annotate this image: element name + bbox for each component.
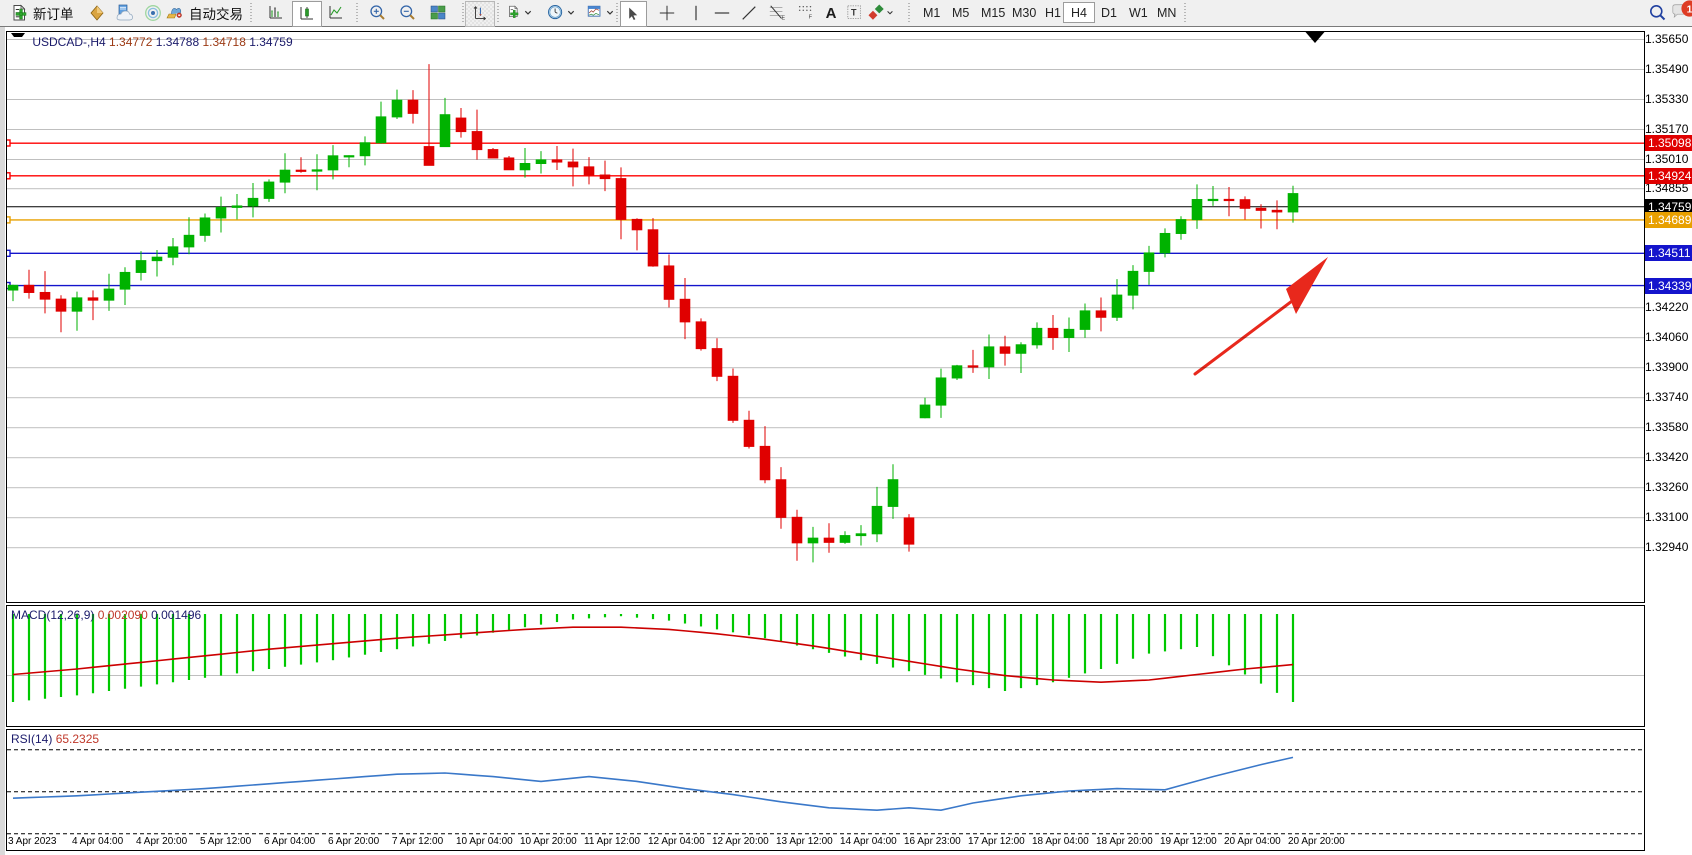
svg-text:F: F xyxy=(809,14,813,20)
svg-text:T: T xyxy=(851,8,857,18)
svg-text:E: E xyxy=(782,15,786,21)
svg-text:1: 1 xyxy=(1687,4,1692,15)
